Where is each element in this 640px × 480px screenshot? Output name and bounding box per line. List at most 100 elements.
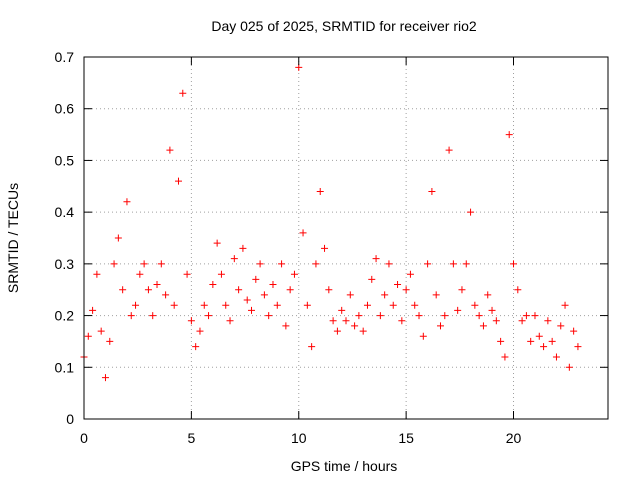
data-point [162,291,170,299]
grid-lines [84,57,608,419]
data-point [235,286,243,294]
data-point [381,291,389,299]
data-point [514,286,522,294]
data-point [432,291,440,299]
data-point [424,260,432,268]
plot-frame [83,56,609,420]
data-point [295,63,303,71]
data-point [441,312,449,320]
x-tick-label: 0 [80,430,88,446]
data-point [213,239,221,247]
data-point [497,337,505,345]
data-point [321,244,329,252]
data-point [312,260,320,268]
data-point [540,343,548,351]
data-point [351,322,359,330]
data-point [273,301,281,309]
data-point [170,301,178,309]
axis-ticks: 0 0.1 0.2 0.3 0.4 0.5 0.6 0.7 0 5 10 15 20 [55,49,608,446]
data-point [200,301,208,309]
y-tick-label: 0.6 [55,101,75,117]
data-point [505,131,513,139]
data-point [101,374,109,382]
data-point [290,270,298,278]
data-points [80,63,582,382]
data-point [402,286,410,294]
data-point [93,270,101,278]
data-point [394,281,402,289]
data-point [501,353,509,361]
y-tick-label: 0.7 [55,49,75,65]
data-point [398,317,406,325]
data-point [454,306,462,314]
data-point [570,327,578,335]
data-point [278,260,286,268]
data-point [359,327,367,335]
data-point [548,337,556,345]
x-tick-label: 15 [398,430,414,446]
data-point [458,286,466,294]
data-point [510,260,518,268]
x-axis-label: GPS time / hours [291,458,398,474]
data-point [449,260,457,268]
data-point [574,343,582,351]
data-point [488,306,496,314]
data-point [484,291,492,299]
data-point [471,301,479,309]
y-tick-label: 0 [66,411,74,427]
data-point [355,312,363,320]
data-point [342,317,350,325]
data-point [363,301,371,309]
data-point [527,337,535,345]
data-point [136,270,144,278]
data-point [239,244,247,252]
data-point [411,301,419,309]
data-point [230,255,238,263]
data-point [445,146,453,154]
data-point [269,281,277,289]
data-point [153,281,161,289]
data-point [183,270,191,278]
data-point [415,312,423,320]
data-point [166,146,174,154]
data-point [544,317,552,325]
data-point [205,312,213,320]
y-axis-label: SRMTID / TECUs [5,183,21,293]
data-point [114,234,122,242]
data-point [389,301,397,309]
data-point [535,332,543,340]
data-point [557,322,565,330]
data-point [226,317,234,325]
x-tick-label: 10 [291,430,307,446]
data-point [174,177,182,185]
data-point [462,260,470,268]
y-tick-label: 0.2 [55,308,75,324]
data-point [436,322,444,330]
data-point [561,301,569,309]
data-point [492,317,500,325]
data-point [97,327,105,335]
x-tick-label: 20 [506,430,522,446]
data-point [428,187,436,195]
data-point [565,363,573,371]
x-tick-label: 5 [187,430,195,446]
data-point [179,89,187,97]
data-point [192,343,200,351]
data-point [299,229,307,237]
data-point [222,301,230,309]
data-point [282,322,290,330]
data-point [187,317,195,325]
data-point [209,281,217,289]
data-point [333,327,341,335]
data-point [303,301,311,309]
data-point [372,255,380,263]
data-point [256,260,264,268]
data-point [479,322,487,330]
data-point [144,286,152,294]
data-point [467,208,475,216]
data-point [196,327,204,335]
data-point [123,198,131,206]
data-point [338,306,346,314]
